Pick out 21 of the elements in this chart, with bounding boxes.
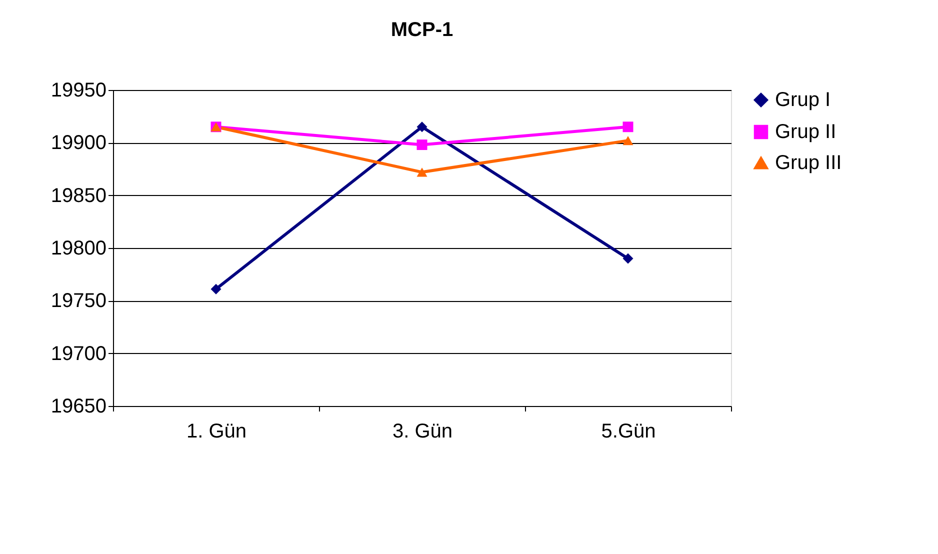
x-tick-label: 5.Gün <box>601 420 656 442</box>
x-tick-label: 3. Gün <box>392 420 453 442</box>
legend-label: Grup III <box>775 152 842 174</box>
y-tick-label: 19650 <box>50 396 106 418</box>
point <box>416 122 428 132</box>
y-tick-label: 19850 <box>50 184 106 207</box>
point <box>622 122 634 132</box>
y-tick-label: 19700 <box>50 342 106 365</box>
y-tick-label: 19750 <box>50 290 106 312</box>
point <box>622 253 634 264</box>
point <box>622 136 634 146</box>
point <box>416 168 428 177</box>
point <box>416 140 428 150</box>
y-tick-label: 19950 <box>50 80 106 102</box>
y-tick-label: 19800 <box>50 238 106 260</box>
legend-label: Grup II <box>775 121 836 143</box>
y-tick-label: 19900 <box>50 132 106 154</box>
legend-label: Grup I <box>775 89 831 111</box>
point <box>210 284 222 294</box>
x-tick-label: 1. Gün <box>186 420 247 442</box>
chart-title: MCP-1 <box>390 19 454 41</box>
